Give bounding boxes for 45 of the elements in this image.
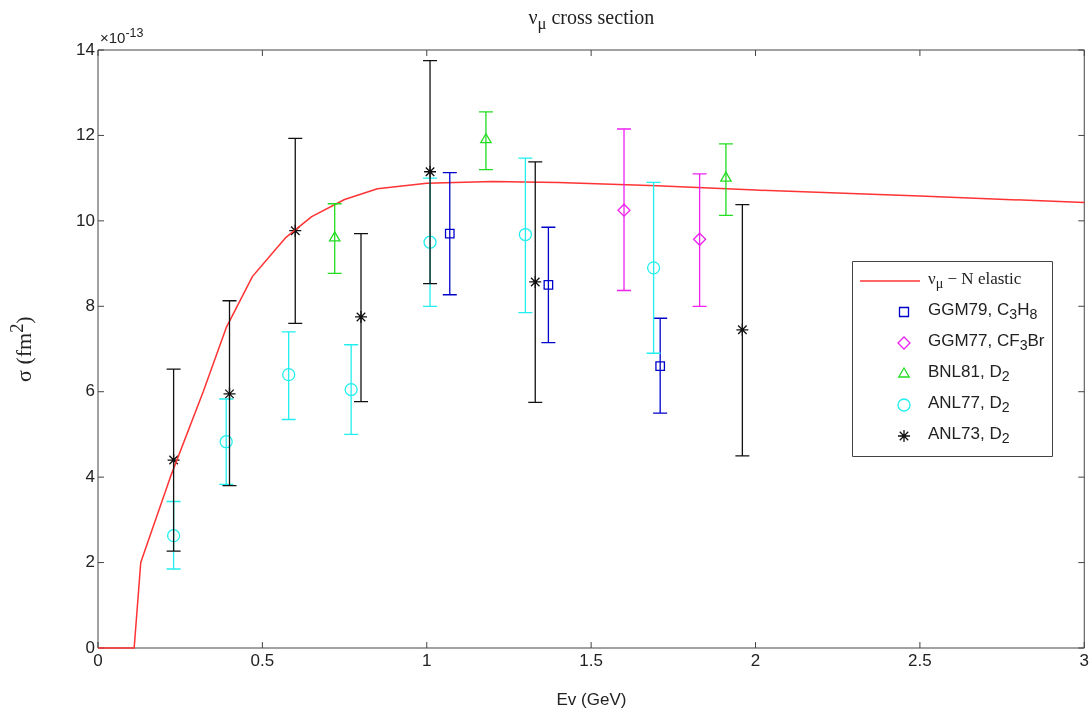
x-tick-label: 0.5 [250,650,275,670]
y-tick-label: 6 [85,381,95,401]
y-tick-label: 0 [85,637,95,657]
x-tick-label: 2 [750,650,761,670]
point [288,224,302,238]
point [166,529,181,543]
point [444,228,455,239]
point [166,453,181,467]
legend-label: ANL73, D$_{2}$ [928,424,1010,447]
point [344,382,358,397]
y-tick-label: 14 [76,39,95,59]
point [423,235,437,249]
point [328,231,341,242]
legend-label: GGM79, C$_{3}$H$_{8}$ [928,300,1038,323]
point [528,275,542,289]
legend-label: BNL81, D$_{2}$ [928,362,1010,385]
x-axis-title: Ev (GeV) [556,690,627,710]
point [282,367,296,382]
x-tick-label: 1 [422,650,432,670]
x-tick-label: 2.5 [908,650,932,670]
point [518,227,533,242]
point [354,310,368,324]
point [480,133,492,144]
point [543,280,554,290]
point [219,435,233,449]
point [222,387,237,401]
point [655,361,666,371]
point [692,232,707,246]
y-tick-label: 10 [76,210,95,230]
y-tick-label: 8 [85,295,95,315]
point [720,171,732,182]
point [617,203,631,217]
x-tick-label: 3 [1079,650,1090,670]
y-tick-label: 2 [85,552,95,572]
legend-label: ANL77, D$_{2}$ [928,393,1010,416]
point [735,323,750,337]
text: ×10$^{-13}$ [100,26,144,46]
point [646,261,661,275]
y-tick-label: 12 [76,125,95,145]
point [423,165,437,179]
x-tick-label: 1.5 [579,650,603,670]
y-tick-label: 4 [85,466,95,486]
legend-label: GGM77, CF$_{3}$Br [928,331,1045,354]
legend-label: ν$_{μ}$ − N elastic [928,268,1022,293]
chart-title: ν$_{μ}$ cross section [528,6,655,34]
